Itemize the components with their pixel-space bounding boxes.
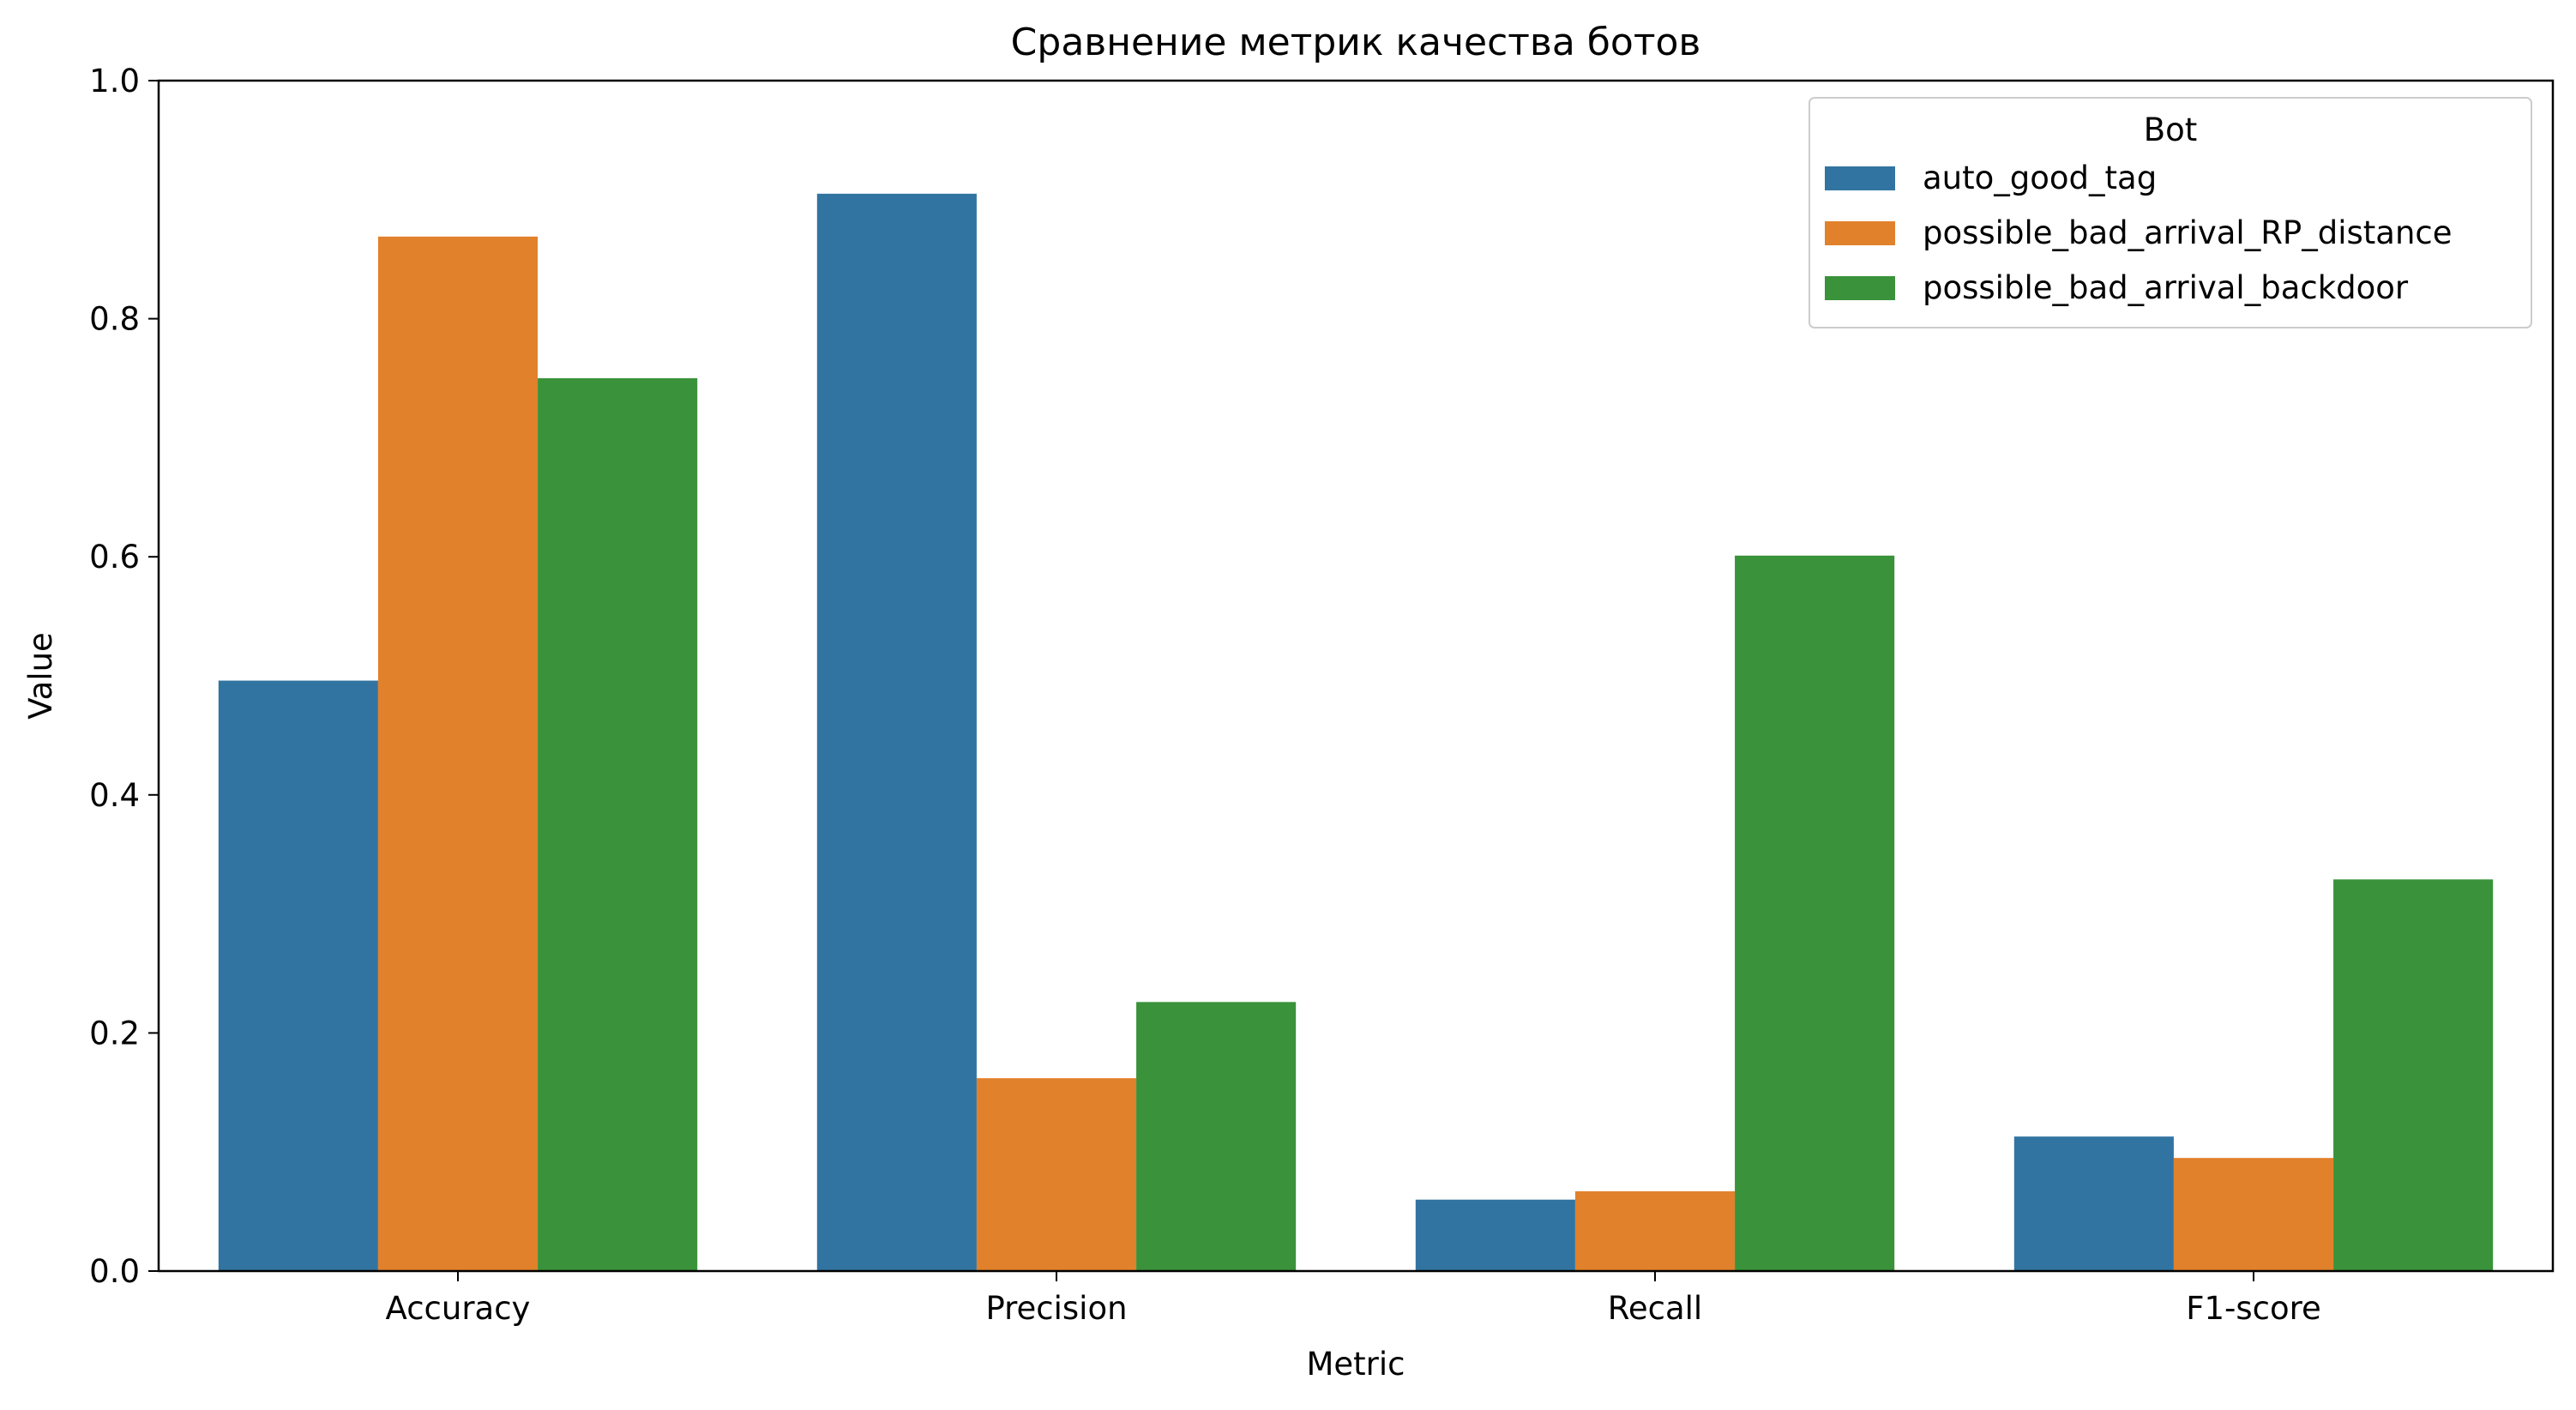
x-axis-label: Metric (1306, 1346, 1405, 1383)
y-tick-label: 0.4 (89, 777, 140, 814)
x-tick-label: Recall (1608, 1290, 1702, 1327)
legend: Bot auto_good_tag possible_bad_arrival_RP_… (1809, 97, 2532, 328)
plot-frame (157, 79, 2555, 1273)
legend-box (1809, 97, 2532, 328)
bar-possible_bad_arrival_RP_distance-f1-score (2173, 1158, 2334, 1271)
bar-possible_bad_arrival_backdoor-f1-score (2333, 879, 2494, 1271)
bar-possible_bad_arrival_RP_distance-recall (1574, 1191, 1736, 1271)
axes-layer: Accuracy Precision Recall F1-score 0.0 0.2 0.4… (89, 63, 2555, 1327)
legend-label-auto_good_tag: auto_good_tag (1923, 160, 2157, 196)
legend-swatch-auto_good_tag (1825, 166, 1895, 190)
y-axis-label: Value (22, 632, 59, 720)
legend-label-possible_bad_arrival_backdoor: possible_bad_arrival_backdoor (1923, 269, 2409, 306)
legend-title: Bot (2144, 111, 2198, 148)
x-tick-label: F1-score (2186, 1290, 2321, 1327)
legend-swatch-possible_bad_arrival_RP_distance (1825, 221, 1895, 245)
bar-possible_bad_arrival_backdoor-accuracy (538, 378, 698, 1271)
bar-possible_bad_arrival_backdoor-recall (1735, 555, 1895, 1271)
bar-possible_bad_arrival_RP_distance-precision (976, 1078, 1137, 1271)
legend-label-possible_bad_arrival_RP_distance: possible_bad_arrival_RP_distance (1923, 214, 2453, 251)
bar-auto_good_tag-f1-score (2013, 1136, 2174, 1271)
x-tick-label: Precision (985, 1290, 1127, 1327)
bar-auto_good_tag-accuracy (218, 680, 378, 1271)
y-tick-label: 0.2 (89, 1015, 140, 1051)
y-tick-label: 0.6 (89, 539, 140, 575)
y-tick-label: 0.8 (89, 301, 140, 338)
y-tick-label: 0.0 (89, 1253, 140, 1290)
bar-auto_good_tag-precision (816, 193, 977, 1272)
bar-possible_bad_arrival_RP_distance-accuracy (377, 236, 539, 1272)
bar-possible_bad_arrival_backdoor-precision (1136, 1002, 1297, 1271)
bar-auto_good_tag-recall (1415, 1199, 1575, 1271)
x-tick-label: Accuracy (386, 1290, 531, 1327)
y-tick-label: 1.0 (89, 63, 140, 99)
chart-title: Сравнение метрик качества ботов (1011, 21, 1701, 64)
legend-swatch-possible_bad_arrival_backdoor (1825, 276, 1895, 300)
bars-layer (218, 193, 2494, 1272)
